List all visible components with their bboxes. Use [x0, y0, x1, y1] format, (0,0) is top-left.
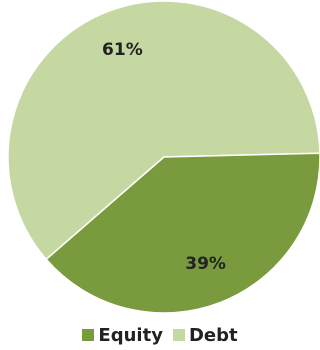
data-label-equity: 39%	[185, 254, 226, 274]
legend-label-debt: Debt	[188, 324, 238, 346]
legend-item-debt: Debt	[172, 324, 238, 346]
pie-slice-debt	[7, 0, 320, 261]
legend-label-equity: Equity	[98, 324, 163, 346]
legend-swatch-debt	[172, 329, 185, 341]
legend-item-equity: Equity	[82, 325, 163, 346]
data-label-debt: 61%	[102, 40, 143, 60]
pie-chart: 61% 39%	[7, 0, 320, 314]
pie-slice-equity	[45, 152, 320, 314]
legend-swatch-equity	[82, 329, 95, 341]
legend: Equity Debt	[0, 322, 320, 348]
